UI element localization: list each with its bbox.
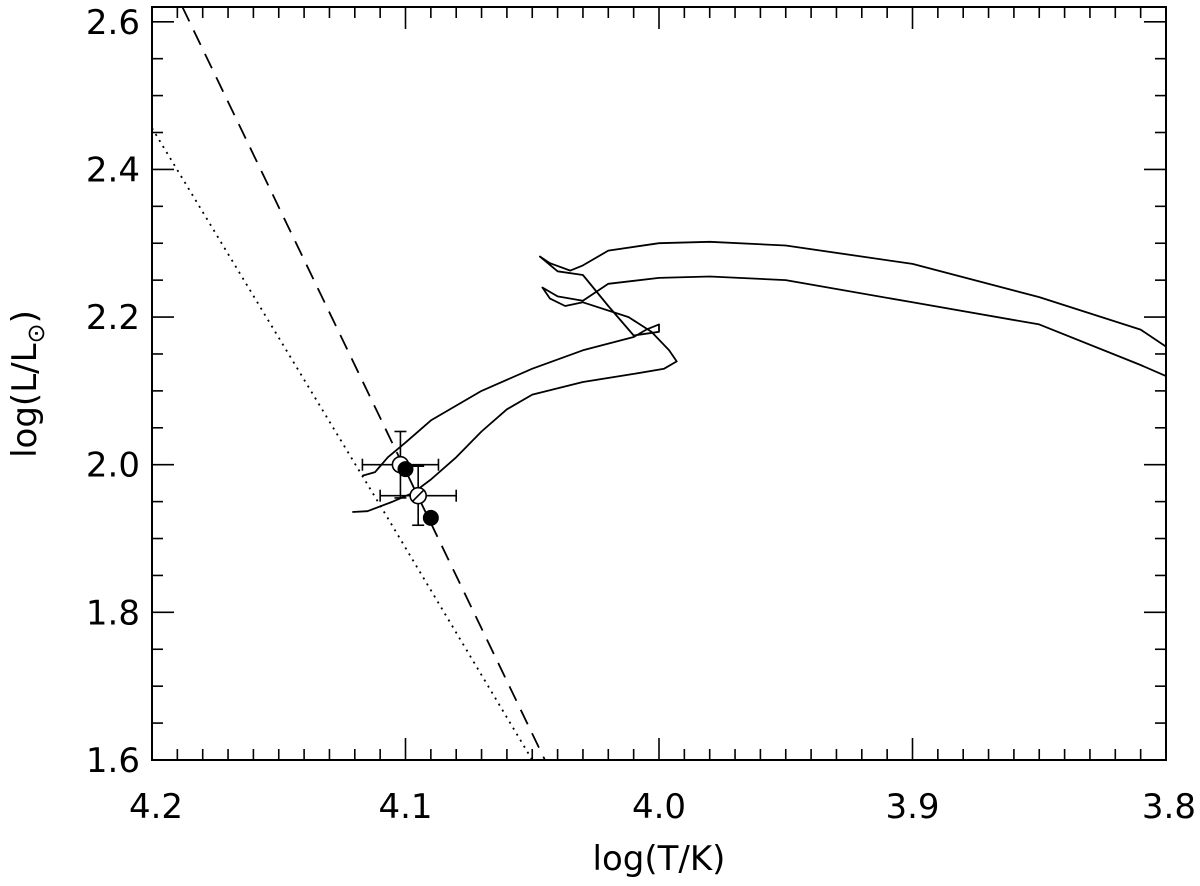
y-tick-label: 1.8 [86,593,140,633]
y-tick-label: 2.4 [86,150,140,190]
y-tick-label: 1.6 [86,741,140,781]
chart-lines [151,6,1167,761]
x-tick-label: 3.9 [885,787,939,827]
evolutionary-track-line [352,275,1167,513]
x-tick-label: 4.2 [129,787,183,827]
plot-frame [151,6,1167,761]
dashed-reference-line [181,6,546,761]
filled-circle-marker [397,461,414,478]
y-tick-label: 2.2 [86,298,140,338]
y-axis-title-prefix: log(L/L [5,343,45,457]
dotted-reference-line [151,127,534,761]
y-axis-title-suffix: ) [5,310,45,323]
chart-markers [361,430,458,527]
y-tick-label: 2.0 [86,446,140,486]
y-tick-label: 2.6 [86,3,140,43]
axis-ticks [151,7,1167,761]
y-axis-title-subscript: ⊙ [22,323,50,343]
x-axis-title: log(T/K) [593,839,726,879]
x-tick-label: 3.8 [1142,787,1196,827]
x-tick-label: 4.1 [378,787,432,827]
x-tick-label: 4.0 [632,787,686,827]
filled-circle-marker [422,509,439,526]
evolutionary-track-line [362,240,1167,477]
y-axis-title: log(L/L⊙) [5,310,50,458]
axis-tick-labels: 4.2 4.1 4.0 3.9 3.8 1.6 1.8 2.0 2.2 2.4 2.6 [86,3,1196,827]
marker-cross-line [412,489,425,502]
